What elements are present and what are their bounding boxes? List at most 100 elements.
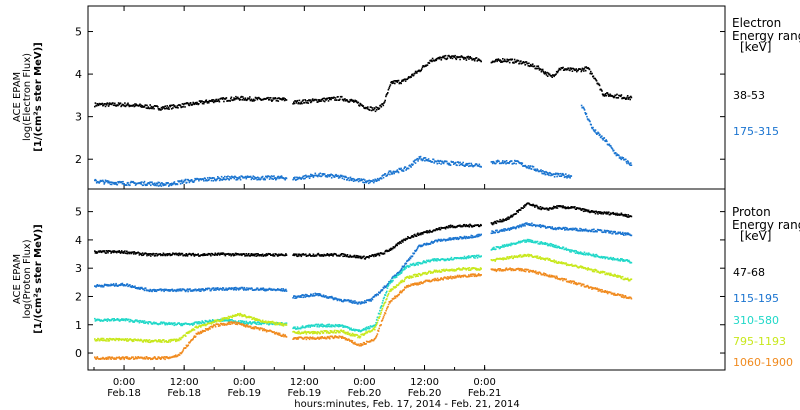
proton-data-point: [515, 227, 518, 229]
proton-data-point: [302, 296, 304, 299]
electron-data-point: [264, 178, 266, 181]
proton-data-point: [509, 243, 511, 246]
electron-data-point: [430, 59, 433, 61]
proton-data-point: [494, 231, 496, 234]
electron-data-point: [604, 140, 607, 143]
proton-data-point: [365, 329, 367, 331]
electron-data-point: [392, 170, 395, 173]
electron-data-point: [605, 139, 607, 141]
electron-data-point: [443, 55, 446, 57]
proton-data-point: [210, 323, 213, 325]
proton-data-point: [309, 295, 311, 297]
electron-data-point: [570, 175, 573, 177]
proton-data-point: [296, 331, 299, 333]
proton-data-point: [172, 322, 175, 324]
proton-data-point: [587, 209, 590, 212]
proton-data-point: [403, 280, 405, 282]
proton-data-point: [399, 282, 401, 285]
proton-data-point: [624, 232, 626, 234]
proton-data-point: [383, 287, 385, 289]
electron-data-point: [294, 176, 296, 179]
proton-data-point: [232, 320, 234, 322]
proton-data-point: [601, 211, 604, 214]
electron-data-point: [349, 100, 352, 102]
electron-data-point: [604, 94, 606, 96]
electron-data-point: [443, 56, 445, 59]
electron-data-point: [246, 98, 249, 101]
electron-data-point: [246, 176, 248, 178]
electron-data-point: [276, 99, 278, 102]
proton-data-point: [334, 325, 336, 328]
proton-data-point: [463, 255, 466, 258]
electron-data-point: [392, 82, 395, 84]
electron-data-point: [569, 177, 571, 179]
proton-data-point: [228, 320, 231, 322]
electron-data-point: [531, 63, 534, 65]
electron-data-point: [210, 100, 213, 102]
proton-data-point: [412, 236, 415, 238]
electron-data-point: [441, 160, 444, 163]
proton-data-point: [138, 320, 140, 322]
proton-data-point: [569, 207, 572, 209]
proton-data-point: [199, 288, 201, 291]
proton-data-point: [129, 320, 131, 323]
proton-data-point: [168, 321, 170, 324]
proton-data-point: [308, 331, 310, 333]
electron-data-point: [618, 154, 620, 157]
proton-data-point: [301, 325, 304, 327]
electron-data-point: [150, 184, 152, 187]
proton-data-point: [358, 335, 360, 338]
electron-data-point: [127, 102, 129, 105]
proton-data-point: [477, 235, 480, 238]
proton-data-point: [97, 338, 100, 340]
proton-data-point: [516, 210, 519, 212]
proton-data-point: [429, 260, 431, 263]
electron-data-point: [306, 100, 309, 102]
electron-data-point: [94, 102, 97, 104]
electron-data-point: [372, 179, 374, 181]
electron-data-point: [387, 92, 389, 94]
proton-data-point: [331, 296, 334, 299]
proton-data-point: [140, 253, 143, 255]
proton-data-point: [591, 254, 594, 257]
proton-data-point: [166, 254, 168, 257]
proton-data-point: [468, 255, 470, 257]
electron-data-point: [216, 178, 218, 180]
proton-data-point: [405, 277, 407, 279]
electron-data-point: [567, 176, 569, 178]
proton-data-point: [521, 255, 524, 258]
proton-data-point: [524, 239, 527, 242]
proton-data-point: [604, 230, 606, 232]
proton-data-point: [271, 254, 274, 257]
proton-y-tick-label: 5: [75, 206, 82, 219]
proton-data-point: [395, 276, 398, 278]
electron-data-point: [311, 174, 314, 177]
proton-data-point: [210, 254, 212, 257]
proton-data-point: [622, 259, 625, 261]
electron-data-point: [170, 184, 173, 187]
electron-data-point: [630, 162, 632, 164]
proton-data-point: [162, 254, 164, 257]
proton-data-point: [227, 252, 230, 255]
electron-data-point: [515, 162, 517, 165]
proton-data-point: [283, 290, 286, 292]
proton-data-point: [571, 229, 574, 231]
proton-data-point: [505, 258, 508, 260]
electron-data-point: [159, 184, 161, 186]
proton-data-point: [124, 319, 127, 322]
proton-data-point: [105, 340, 107, 342]
proton-data-point: [249, 254, 252, 256]
electron-data-point: [461, 164, 464, 166]
proton-data-point: [528, 224, 531, 226]
electron-data-point: [107, 181, 109, 184]
proton-data-point: [626, 233, 629, 236]
proton-data-point: [398, 271, 401, 274]
proton-data-point: [387, 283, 389, 285]
electron-data-point: [540, 170, 543, 173]
proton-data-point: [343, 255, 346, 257]
proton-data-point: [380, 304, 383, 307]
proton-data-point: [143, 289, 146, 292]
electron-data-point: [458, 56, 461, 58]
proton-data-point: [330, 325, 333, 328]
electron-data-point: [477, 59, 479, 61]
